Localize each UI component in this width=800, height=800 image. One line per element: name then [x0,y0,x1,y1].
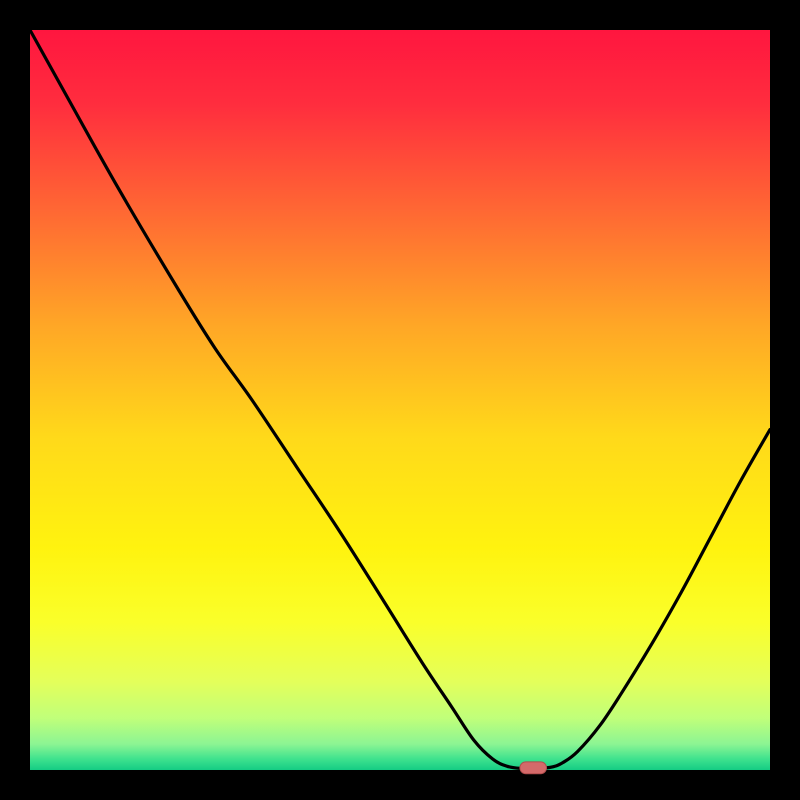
bottleneck-chart [0,0,800,800]
chart-container: TheBottleneck.com [0,0,800,800]
optimal-point-marker [520,762,547,774]
chart-gradient-background [30,30,770,770]
